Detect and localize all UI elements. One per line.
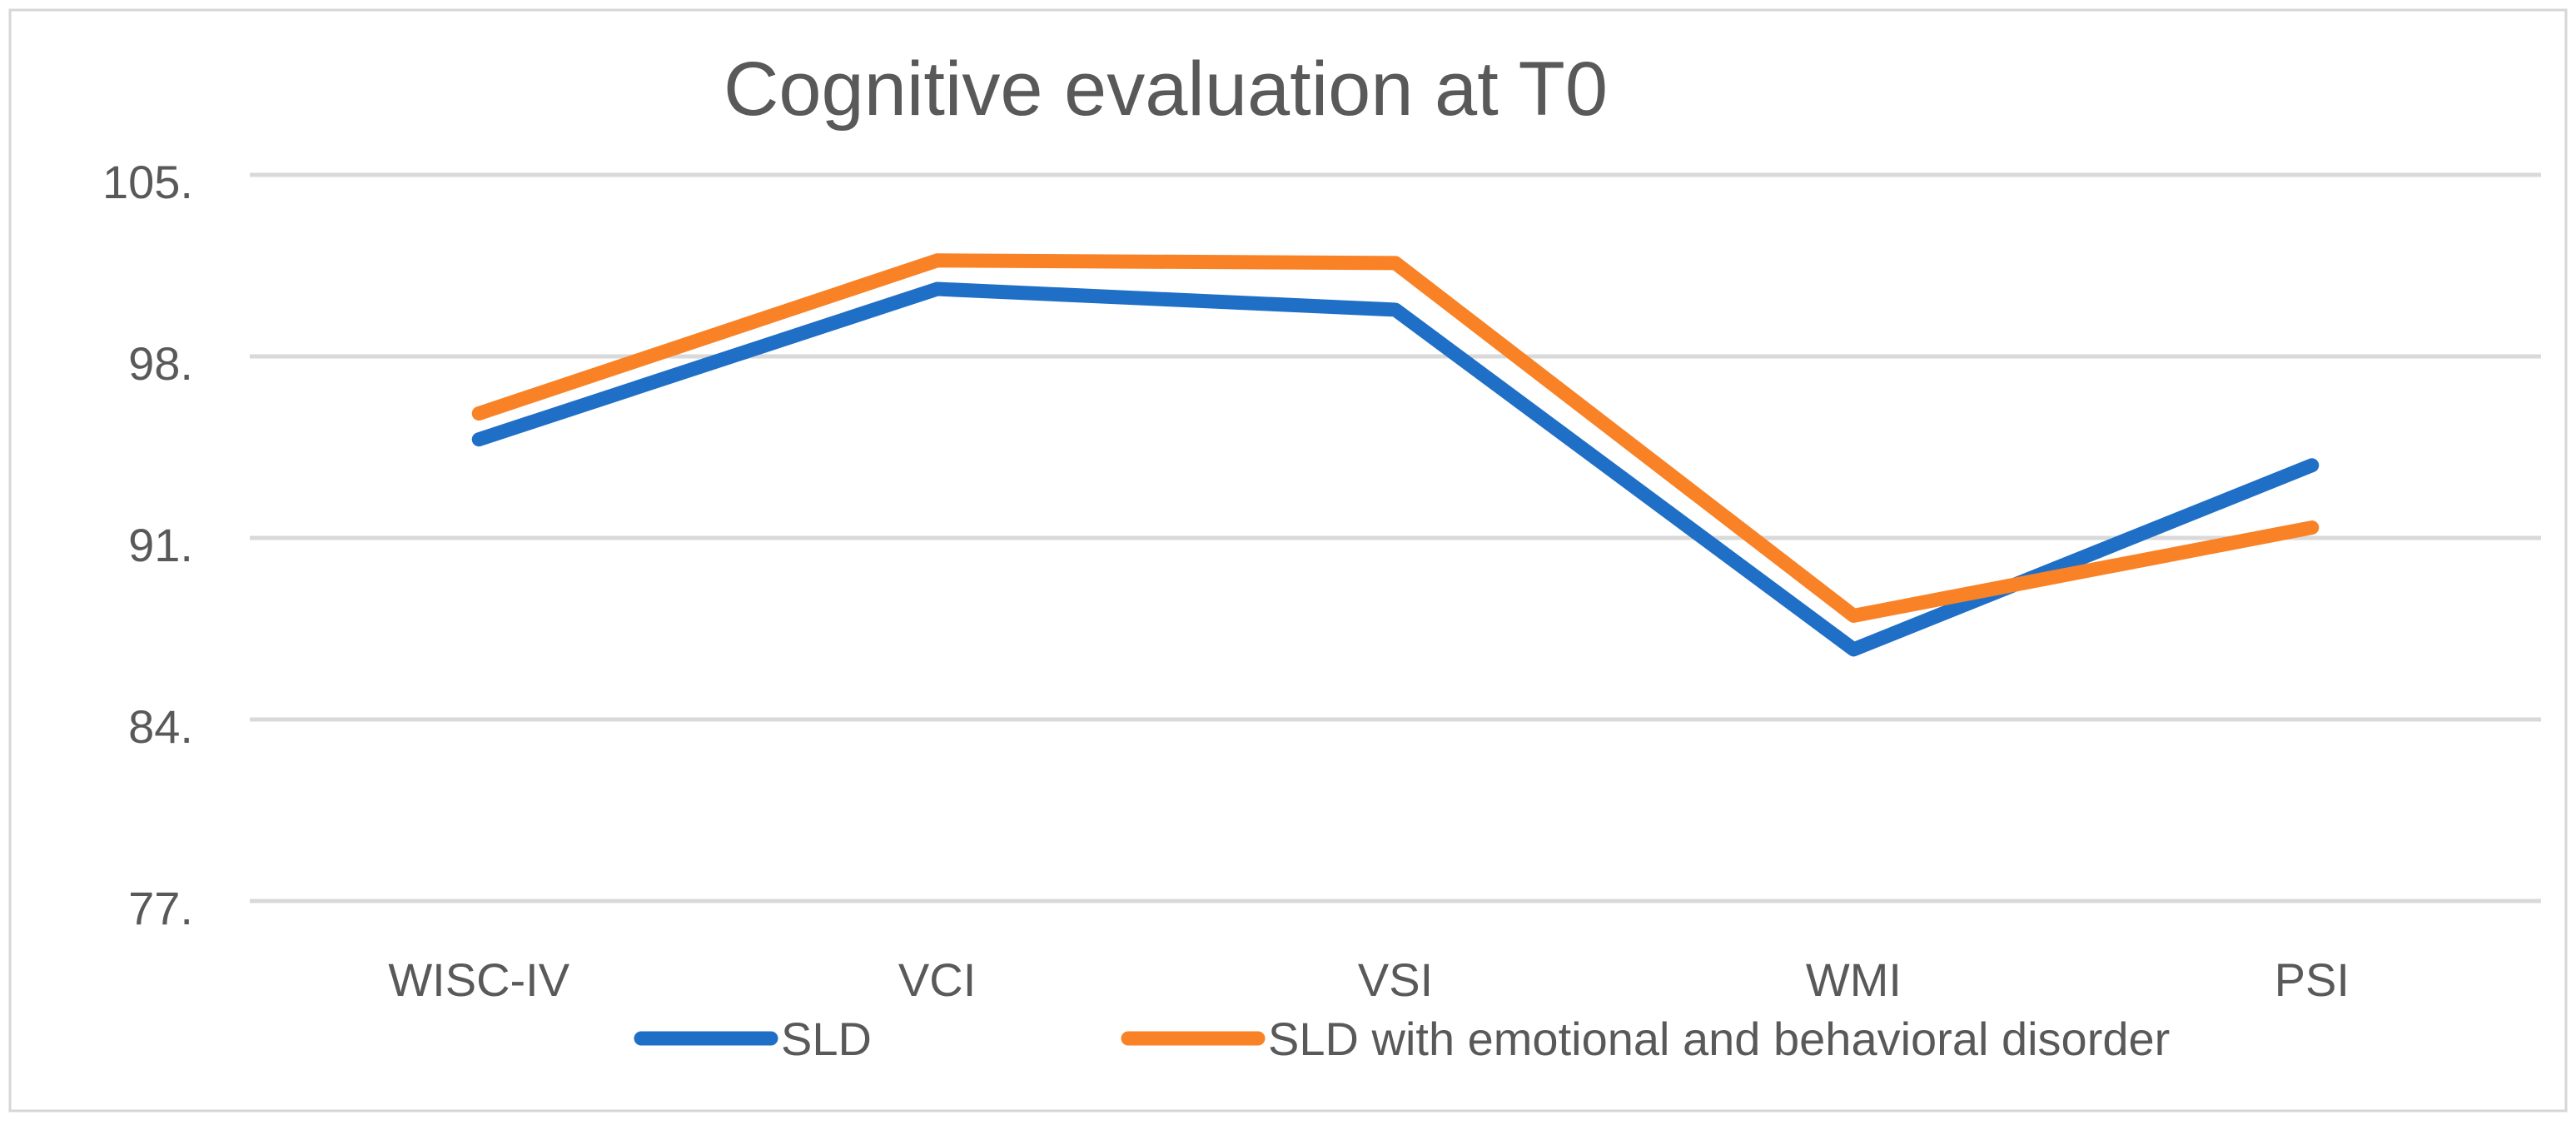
y-tick-label: 84. bbox=[128, 700, 193, 753]
legend: SLD SLD with emotional and behavioral dis… bbox=[634, 1013, 2170, 1065]
data-point bbox=[936, 288, 938, 291]
y-tick-label: 91. bbox=[128, 519, 193, 571]
legend-label-1: SLD with emotional and behavioral disord… bbox=[1268, 1013, 2170, 1065]
data-point bbox=[1395, 308, 1396, 311]
series-lines bbox=[471, 253, 2320, 657]
x-tick-label: VCI bbox=[898, 953, 976, 1006]
data-point bbox=[2310, 464, 2313, 466]
x-axis-tick-labels: WISC-IV VCI VSI WMI PSI bbox=[388, 953, 2350, 1006]
data-point bbox=[1395, 261, 1396, 264]
y-tick-label: 98. bbox=[128, 337, 193, 390]
data-point bbox=[1852, 615, 1855, 617]
data-point bbox=[1852, 648, 1855, 650]
y-axis-tick-labels: 77. 84. 91. 98. 105. bbox=[102, 156, 193, 934]
legend-label-0: SLD bbox=[781, 1013, 872, 1065]
x-tick-label: PSI bbox=[2275, 953, 2350, 1006]
y-tick-label: 105. bbox=[102, 156, 193, 208]
data-point bbox=[478, 412, 480, 415]
x-tick-label: WISC-IV bbox=[388, 953, 569, 1006]
x-tick-label: VSI bbox=[1358, 953, 1433, 1006]
gridlines bbox=[250, 172, 2541, 903]
y-tick-label: 77. bbox=[128, 882, 193, 934]
data-point bbox=[2310, 526, 2313, 529]
x-tick-label: WMI bbox=[1806, 953, 1902, 1006]
chart-title: Cognitive evaluation at T0 bbox=[724, 47, 1608, 132]
data-point bbox=[478, 438, 480, 441]
data-point bbox=[936, 259, 938, 261]
